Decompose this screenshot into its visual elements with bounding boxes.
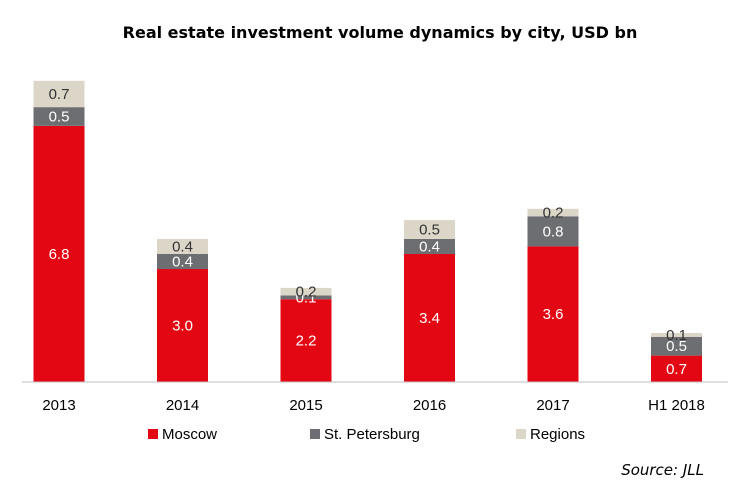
data-label: 0.8 — [543, 223, 564, 240]
data-label: 0.4 — [419, 238, 440, 255]
data-label: 3.6 — [543, 306, 564, 323]
data-label: 0.7 — [666, 361, 687, 378]
data-label: 0.2 — [543, 205, 564, 222]
bar-segment-st-petersburg-2015 — [280, 295, 332, 300]
bar-segment-moscow-2014 — [157, 269, 208, 382]
bar-segment-moscow-h1-2018 — [651, 355, 702, 382]
legend: Moscow St. Petersburg Regions — [148, 426, 585, 443]
x-tick-label: 2015 — [289, 397, 322, 414]
legend-swatch-st-petersburg — [310, 429, 320, 439]
data-label: 0.5 — [419, 222, 440, 239]
bars-group: 6.80.50.73.00.40.42.20.10.23.40.40.53.60… — [33, 80, 702, 382]
data-label: 6.8 — [49, 246, 70, 263]
x-tick-label: 2016 — [413, 397, 446, 414]
data-label: 0.1 — [666, 327, 687, 344]
data-label: 0.7 — [49, 86, 70, 103]
bar-segment-st-petersburg-2013 — [33, 107, 85, 126]
source-note: Source: JLL — [621, 461, 704, 479]
bar-segment-regions-2016 — [404, 220, 455, 239]
legend-label: St. Petersburg — [324, 426, 420, 443]
bar-segment-moscow-2015 — [280, 299, 332, 382]
bar-segment-moscow-2013 — [33, 126, 85, 382]
x-tick-label: 2014 — [166, 397, 199, 414]
chart-title: Real estate investment volume dynamics b… — [123, 23, 638, 42]
bar-segment-regions-2015 — [280, 287, 332, 296]
bar-segment-regions-2017 — [527, 208, 579, 217]
bar-segment-st-petersburg-2017 — [527, 216, 579, 247]
data-label: 2.2 — [296, 333, 317, 350]
legend-swatch-moscow — [148, 429, 158, 439]
data-label: 0.5 — [666, 338, 687, 355]
bar-segment-regions-h1-2018 — [651, 333, 702, 337]
x-axis-ticks: 2013 2014 2015 2016 2017 H1 2018 — [42, 397, 705, 414]
legend-label: Moscow — [162, 426, 217, 443]
bar-segment-st-petersburg-2014 — [157, 254, 208, 270]
bar-segment-moscow-2017 — [527, 246, 579, 382]
bar-segment-st-petersburg-2016 — [404, 238, 455, 254]
x-tick-label: 2017 — [536, 397, 569, 414]
x-tick-label: 2013 — [42, 397, 75, 414]
legend-label: Regions — [530, 426, 585, 443]
bar-segment-moscow-2016 — [404, 254, 455, 382]
data-label: 0.5 — [49, 109, 70, 126]
legend-swatch-regions — [516, 429, 526, 439]
data-label: 0.4 — [172, 254, 193, 271]
data-label: 3.0 — [172, 318, 193, 335]
data-label: 0.2 — [296, 284, 317, 301]
bar-segment-regions-2014 — [157, 238, 208, 254]
data-label: 3.4 — [419, 310, 440, 327]
bar-segment-regions-2013 — [33, 80, 85, 108]
x-tick-label: H1 2018 — [648, 397, 705, 414]
data-label: 0.4 — [172, 238, 193, 255]
bar-segment-st-petersburg-h1-2018 — [651, 336, 702, 356]
